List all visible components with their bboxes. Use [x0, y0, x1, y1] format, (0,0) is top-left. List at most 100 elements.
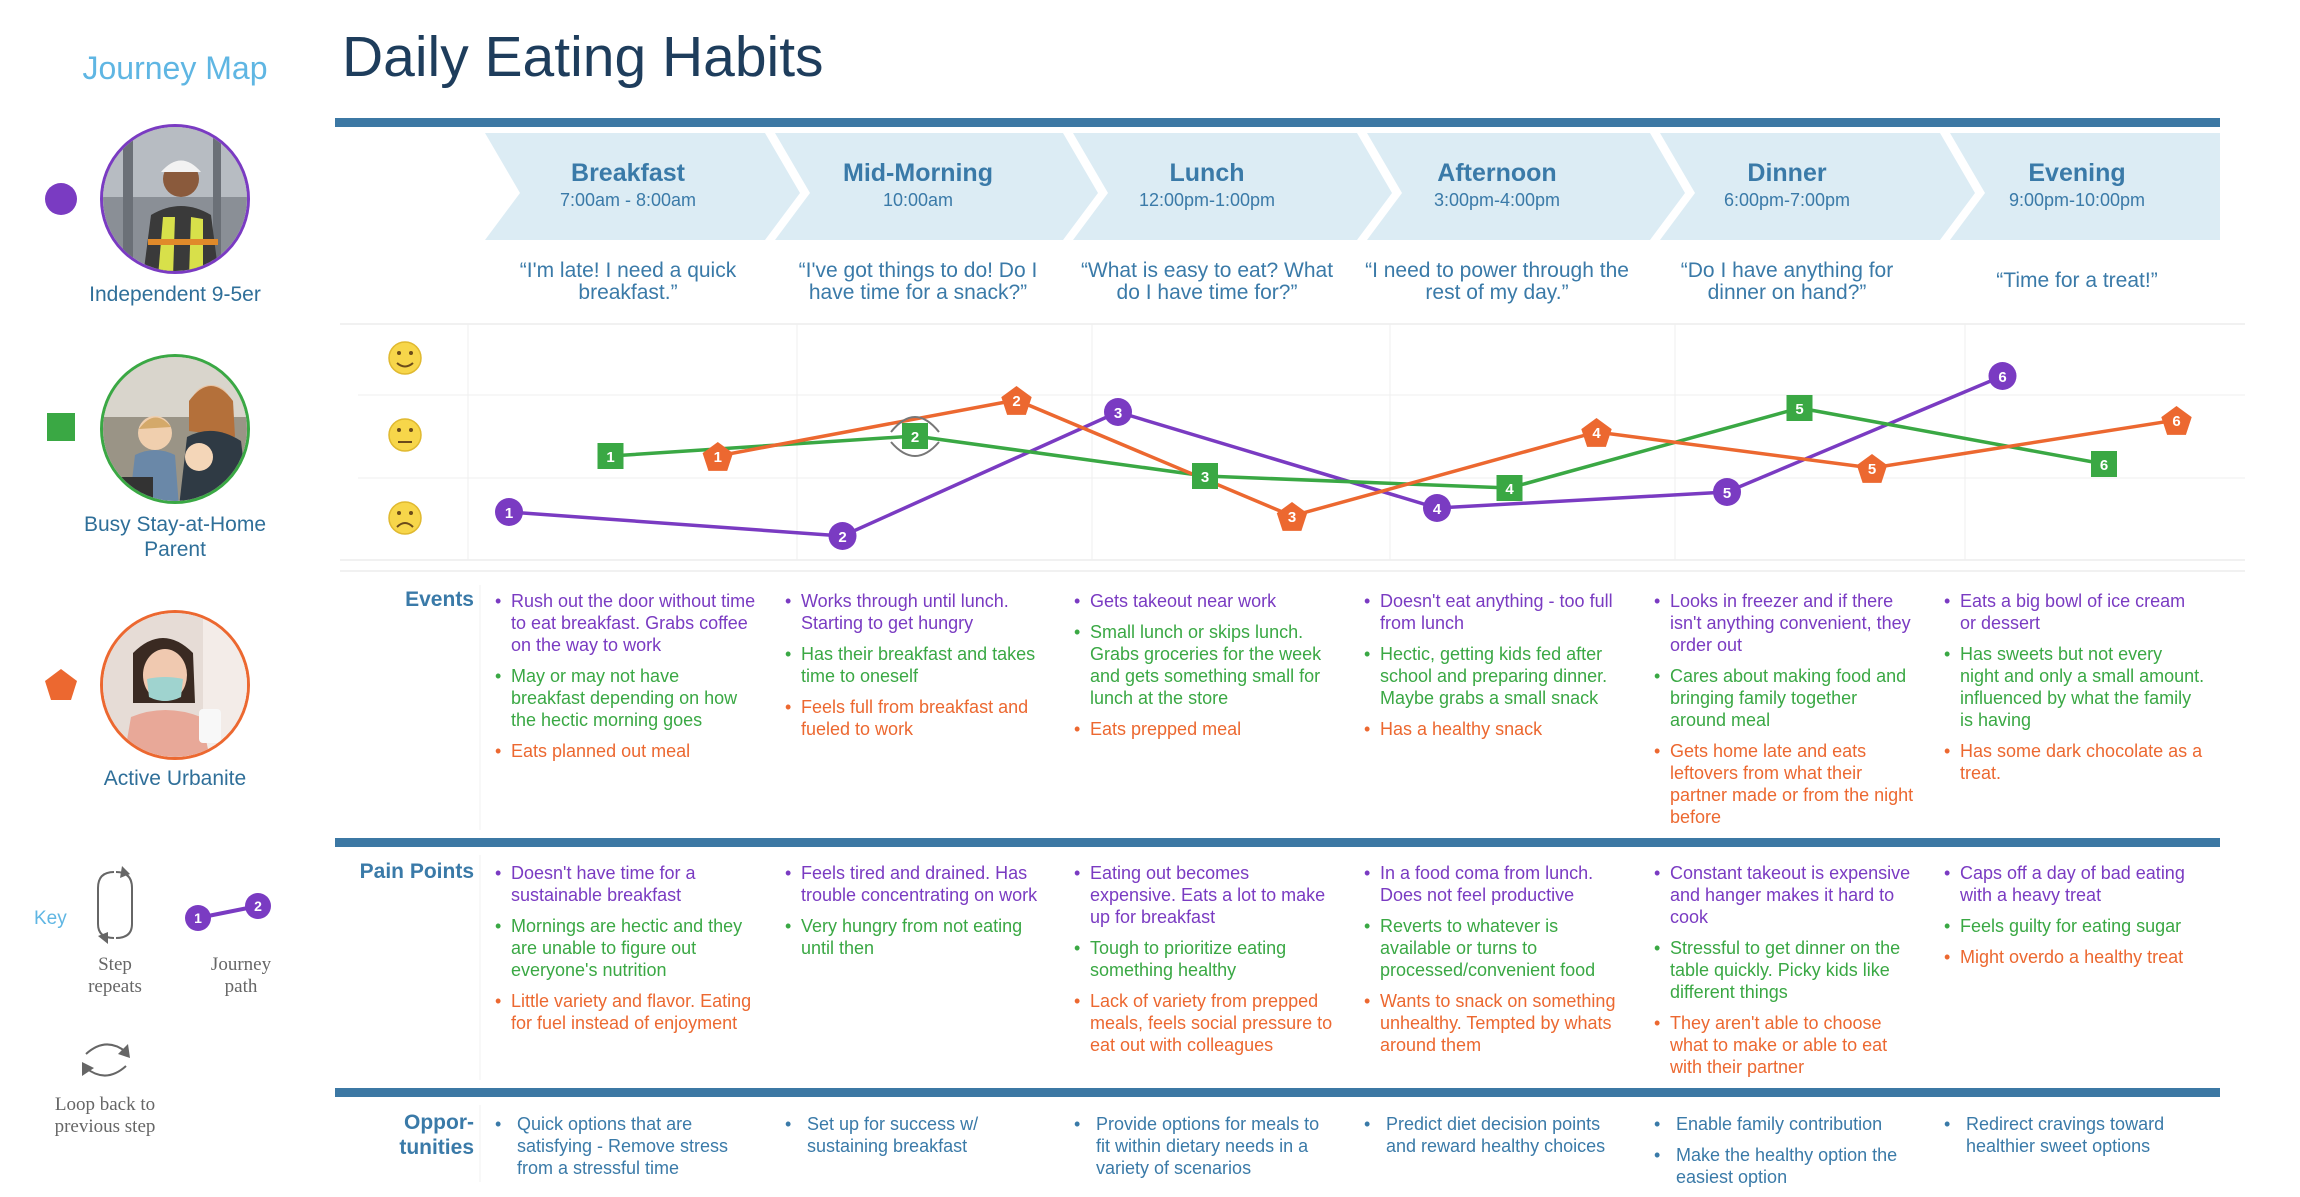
events-breakfast-green: May or may not have breakfast depending …: [495, 665, 757, 731]
marker-series1-point5: [2091, 451, 2117, 477]
pain-mid-morning-purple: Feels tired and drained. Has trouble con…: [785, 862, 1047, 906]
marker-label-series0-point3: 4: [1433, 501, 1442, 518]
marker-series2-point3: [1581, 418, 1612, 447]
marker-label-series2-point1: 2: [1012, 393, 1020, 410]
events-evening-orange: Has some dark chocolate as a treat.: [1944, 740, 2206, 784]
opp-breakfast-item: Quick options that are satisfying - Remo…: [495, 1113, 757, 1179]
phase-time-dinner: 6:00pm-7:00pm: [1724, 190, 1850, 210]
pain-evening-orange: Might overdo a healthy treat: [1944, 946, 2206, 968]
events-cell-evening: Eats a big bowl of ice cream or dessert …: [1944, 590, 2206, 793]
events-evening-purple: Eats a big bowl of ice cream or dessert: [1944, 590, 2206, 634]
phase-name-afternoon: Afternoon: [1437, 159, 1556, 187]
pain-lunch-orange: Lack of variety from prepped meals, feel…: [1074, 990, 1336, 1056]
pain-cell-evening: Caps off a day of bad eating with a heav…: [1944, 862, 2206, 977]
events-mid-morning-green: Has their breakfast and takes time to on…: [785, 643, 1047, 687]
opp-cell-evening: Redirect cravings toward healthier sweet…: [1944, 1113, 2206, 1166]
header-rule: [335, 118, 2220, 127]
pain-dinner-green: Stressful to get dinner on the table qui…: [1654, 937, 1916, 1003]
phase-time-lunch: 12:00pm-1:00pm: [1139, 190, 1275, 210]
marker-label-series0-point5: 6: [1998, 369, 2006, 386]
marker-label-series2-point5: 6: [2172, 413, 2180, 430]
events-afternoon-orange: Has a healthy snack: [1364, 718, 1626, 740]
pain-cell-mid-morning: Feels tired and drained. Has trouble con…: [785, 862, 1047, 968]
phase-chevron: [775, 133, 1098, 240]
events-rule: [335, 838, 2220, 847]
events-breakfast-purple: Rush out the door without time to eat br…: [495, 590, 757, 656]
pain-breakfast-green: Mornings are hectic and they are unable …: [495, 915, 757, 981]
row-label-opportunities-line2: tunities: [399, 1136, 474, 1159]
opp-lunch-item: Provide options for meals to fit within …: [1074, 1113, 1336, 1179]
marker-label-series2-point3: 4: [1592, 425, 1601, 442]
pain-breakfast-purple: Doesn't have time for a sustainable brea…: [495, 862, 757, 906]
phase-time-evening: 9:00pm-10:00pm: [2009, 190, 2145, 210]
pain-points-rule: [335, 1088, 2220, 1097]
phase-chevron: [485, 133, 800, 240]
journey-path-label: Journey path: [210, 954, 272, 997]
phase-time-afternoon: 3:00pm-4:00pm: [1434, 190, 1560, 210]
events-breakfast-orange: Eats planned out meal: [495, 740, 757, 762]
marker-series1-point3: [1496, 475, 1523, 501]
green-square-icon: [47, 413, 75, 441]
row-label-events: Events: [405, 588, 474, 611]
marker-label-series1-point5: 6: [2100, 457, 2108, 474]
repeat-arc-bottom: [890, 441, 940, 457]
phase-name-mid-morning: Mid-Morning: [843, 159, 993, 187]
opp-dinner-item-2: Make the healthy option the easiest opti…: [1654, 1144, 1916, 1188]
events-evening-green: Has sweets but not every night and only …: [1944, 643, 2206, 731]
marker-label-series0-point0: 1: [505, 505, 513, 522]
avatar-active-urbanite: [100, 610, 250, 760]
marker-series0-point3: [1423, 494, 1451, 522]
phase-time-mid-morning: 10:00am: [883, 190, 953, 210]
phase-name-breakfast: Breakfast: [571, 159, 686, 187]
marker-series2-point0: [702, 442, 733, 471]
opp-cell-afternoon: Predict diet decision points and reward …: [1364, 1113, 1626, 1166]
marker-label-series2-point2: 3: [1288, 509, 1296, 526]
pain-cell-dinner: Constant takeout is expensive and hanger…: [1654, 862, 1916, 1087]
pain-lunch-purple: Eating out becomes expensive. Eats a lot…: [1074, 862, 1336, 928]
events-dinner-green: Cares about making food and bringing fam…: [1654, 665, 1916, 731]
journey-chart: 1 2 3 4 5 6 1 2 3 4 5 6 1 2 3 4 5 6: [495, 362, 2192, 550]
events-mid-morning-orange: Feels full from breakfast and fueled to …: [785, 696, 1047, 740]
marker-series2-point4: [1856, 454, 1888, 483]
events-afternoon-purple: Doesn't eat anything - too full from lun…: [1364, 590, 1626, 634]
events-cell-lunch: Gets takeout near work Small lunch or sk…: [1074, 590, 1336, 749]
events-lunch-purple: Gets takeout near work: [1074, 590, 1336, 612]
loop-back-icon: [82, 1043, 130, 1077]
marker-series2-point5: [2161, 406, 2192, 435]
marker-label-series2-point4: 5: [1868, 461, 1876, 478]
events-dinner-orange: Gets home late and eats leftovers from w…: [1654, 740, 1916, 828]
phase-name-lunch: Lunch: [1170, 159, 1245, 187]
page-title: Daily Eating Habits: [342, 25, 824, 89]
opp-cell-breakfast: Quick options that are satisfying - Remo…: [495, 1113, 757, 1188]
orange-pentagon-icon: [45, 669, 77, 700]
persona-name-stay-at-home-parent: Busy Stay-at-Home Parent: [83, 513, 267, 561]
phase-chevron: [1073, 133, 1392, 240]
series-line-1: [610, 406, 2105, 490]
pain-lunch-green: Tough to prioritize eating something hea…: [1074, 937, 1336, 981]
events-cell-dinner: Looks in freezer and if there isn't anyt…: [1654, 590, 1916, 837]
pain-cell-afternoon: In a food coma from lunch. Does not feel…: [1364, 862, 1626, 1065]
purple-circle-icon: [45, 183, 77, 215]
marker-series0-point0: [495, 498, 523, 526]
phase-chevron: [1367, 133, 1685, 240]
quote-mid-morning: “I've got things to do! Do I have time f…: [798, 259, 1038, 304]
pain-cell-breakfast: Doesn't have time for a sustainable brea…: [495, 862, 757, 1043]
quote-breakfast: “I'm late! I need a quick breakfast.”: [519, 259, 737, 304]
marker-series0-point4: [1713, 478, 1741, 506]
row-label-opportunities: Oppor- tunities: [340, 1110, 474, 1160]
phase-name-evening: Evening: [2028, 159, 2125, 187]
marker-series1-point4: [1786, 395, 1813, 421]
marker-series2-point2: [1276, 502, 1308, 531]
journey-path-step-1: 1: [194, 910, 202, 926]
events-lunch-orange: Eats prepped meal: [1074, 718, 1336, 740]
pain-dinner-purple: Constant takeout is expensive and hanger…: [1654, 862, 1916, 928]
opp-cell-mid-morning: Set up for success w/ sustaining breakfa…: [785, 1113, 1047, 1166]
marker-series1-point1: [902, 423, 928, 449]
opp-afternoon-item: Predict diet decision points and reward …: [1364, 1113, 1626, 1157]
marker-series0-point5: [1988, 362, 2017, 390]
pain-mid-morning-green: Very hungry from not eating until then: [785, 915, 1047, 959]
row-label-pain-points: Pain Points: [359, 860, 474, 883]
series-line-0: [508, 374, 2004, 538]
phase-chevron: [1950, 133, 2220, 240]
